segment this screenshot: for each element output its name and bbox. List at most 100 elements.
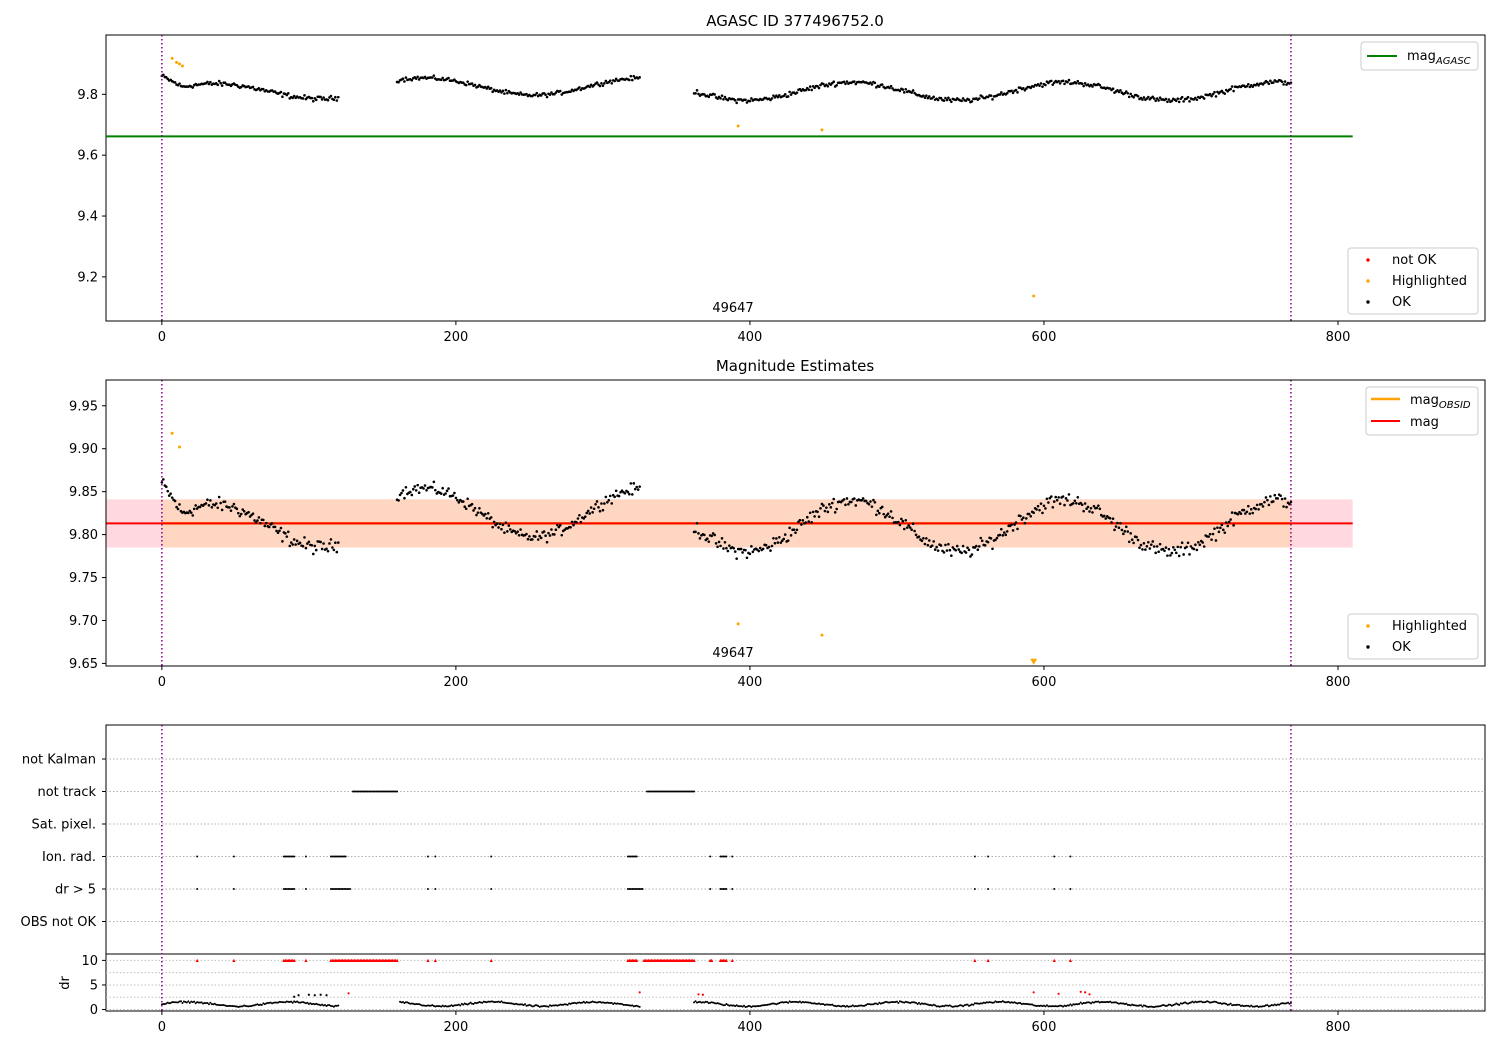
flag-marker: [721, 855, 723, 858]
dr-point: [995, 1001, 998, 1004]
ok-point: [1050, 79, 1053, 83]
dr-point: [597, 1001, 600, 1004]
ok-point: [310, 96, 314, 100]
x-tick-label: 0: [158, 330, 166, 345]
flag-marker: [381, 790, 384, 793]
ok-point: [1117, 526, 1121, 530]
legend-frame: [1347, 247, 1479, 315]
ok-point: [772, 536, 775, 540]
ok-point: [1266, 80, 1269, 84]
dr-point: [910, 1001, 913, 1004]
dr-point: [976, 1002, 979, 1005]
ok-point: [826, 510, 830, 514]
ok-point: [497, 526, 500, 529]
ok-point: [904, 87, 908, 91]
ok-point: [1269, 79, 1272, 83]
dr-point: [891, 1001, 894, 1004]
dr-point: [507, 1002, 510, 1005]
ok-point: [897, 520, 900, 524]
flag-marker: [346, 888, 349, 890]
dr-point: [791, 1000, 794, 1003]
ok-point: [610, 81, 614, 85]
ok-point: [275, 529, 278, 533]
dr-point: [469, 1001, 472, 1004]
ok-point: [1251, 85, 1255, 88]
flag-row-label: dr > 5: [55, 883, 96, 898]
ok-point: [586, 509, 590, 513]
ok-point: [237, 511, 240, 515]
ok-point: [778, 93, 781, 97]
dr-point: [876, 1003, 879, 1006]
dr-point: [1145, 1005, 1148, 1008]
flag-marker: [646, 790, 648, 793]
ok-point: [332, 98, 336, 102]
dr-point: [954, 1005, 957, 1008]
flag-marker: [1069, 855, 1072, 858]
x-tick-label: 800: [1326, 330, 1351, 345]
dr-point: [454, 1004, 457, 1007]
ok-point: [980, 539, 984, 543]
dr-point: [459, 1004, 462, 1007]
dr-point: [593, 1001, 596, 1004]
ok-point: [470, 82, 474, 85]
flag-marker: [675, 790, 678, 793]
dr-point: [610, 1001, 613, 1004]
dr-point: [818, 1002, 821, 1005]
ok-point: [886, 512, 890, 515]
ok-point: [1014, 88, 1018, 92]
ok-point: [1244, 512, 1247, 515]
ok-point: [251, 512, 255, 515]
ok-point: [1038, 84, 1041, 87]
ok-point: [1144, 548, 1147, 551]
flag-marker: [331, 888, 334, 890]
dr-point: [543, 1004, 546, 1007]
ok-point: [722, 97, 725, 101]
ok-point: [1186, 541, 1190, 545]
ok-point: [880, 83, 884, 86]
ok-point: [610, 502, 614, 505]
dr-point: [419, 1003, 422, 1006]
ok-point: [210, 506, 214, 509]
ok-point: [1245, 510, 1249, 514]
dr-point: [197, 1001, 200, 1004]
ok-point: [926, 543, 930, 547]
ok-point: [291, 96, 295, 100]
ok-point: [604, 495, 608, 499]
ok-point: [495, 522, 499, 525]
ok-point: [1023, 521, 1027, 525]
x-tick-label: 200: [443, 675, 468, 690]
ok-point: [401, 77, 405, 81]
ok-point: [281, 540, 284, 543]
ok-point: [582, 517, 586, 520]
flag-row-label: OBS not OK: [21, 915, 97, 930]
dr-point: [873, 1002, 876, 1005]
flag-marker: [334, 855, 337, 858]
ok-point: [1273, 493, 1277, 497]
dr-point: [747, 1005, 750, 1008]
ok-point: [1152, 97, 1156, 100]
flag-marker: [709, 888, 712, 890]
ok-point: [907, 524, 911, 527]
dr-point: [748, 1005, 751, 1008]
ok-point: [503, 531, 506, 534]
ok-point: [545, 540, 549, 544]
ok-point: [279, 526, 283, 530]
dr-point: [587, 1001, 590, 1004]
dr-point: [1242, 1005, 1245, 1008]
dr-point: [895, 1000, 898, 1003]
flag-marker: [693, 790, 696, 793]
dr-point: [440, 1005, 443, 1008]
ok-point: [461, 81, 465, 84]
ok-point: [1211, 92, 1215, 96]
dr-point: [324, 1004, 327, 1007]
ok-point: [733, 99, 737, 102]
ok-point: [942, 551, 946, 554]
dr-point: [566, 1003, 569, 1006]
ok-point: [1230, 85, 1234, 88]
ok-point: [1042, 504, 1046, 508]
dr-point: [1094, 1000, 1097, 1003]
ok-point: [491, 525, 494, 529]
dr-point: [1025, 1002, 1028, 1005]
flag-marker: [629, 855, 632, 858]
ok-point: [638, 76, 641, 79]
